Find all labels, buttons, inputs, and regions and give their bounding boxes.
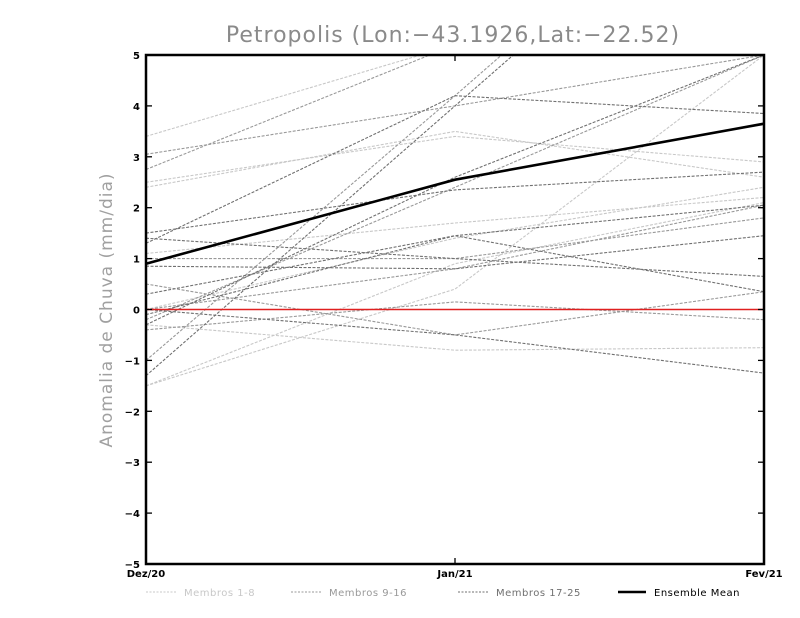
y-tick-label: −5: [125, 560, 140, 571]
legend-label: Membros 17-25: [496, 588, 581, 599]
member-line-12: [146, 283, 764, 336]
member-line-7: [146, 196, 764, 255]
y-tick-label: 2: [133, 204, 140, 215]
ensemble-mean-layer: [146, 122, 764, 265]
y-tick-label: 3: [133, 153, 140, 164]
member-line-23: [146, 204, 764, 316]
y-tick-label: −4: [125, 509, 140, 520]
member-line-21: [146, 308, 764, 374]
member-line-19: [146, 237, 764, 277]
chart-title: Petropolis (Lon:−43.1926,Lat:−22.52): [226, 23, 680, 48]
member-line-13: [146, 217, 764, 260]
legend: Membros 1-8 Membros 9-16 Membros 17-25 Ense…: [146, 588, 740, 599]
member-line-8: [146, 55, 764, 387]
member-line-24: [146, 55, 764, 326]
x-tick-label: Jan/21: [436, 569, 472, 580]
x-tick-label: Fev/21: [745, 569, 782, 580]
member-line-1: [146, 55, 423, 137]
x-tick-label: Dez/20: [127, 569, 166, 580]
legend-label: Membros 1-8: [184, 588, 255, 599]
y-tick-label: 0: [133, 306, 140, 317]
member-line-5: [146, 202, 764, 387]
member-line-25: [146, 55, 515, 377]
member-line-3: [146, 130, 764, 188]
member-line-22: [146, 235, 764, 295]
y-tick-label: 5: [133, 51, 140, 62]
member-line-15: [146, 301, 764, 331]
y-tick-label: 4: [133, 102, 140, 113]
legend-label: Ensemble Mean: [654, 588, 740, 599]
member-line-20: [146, 235, 764, 270]
series-layer: [146, 55, 764, 387]
axis-layer: −5 −4 −3 −2 −1 0 1 2 3 4 5 Dez/20 Jan/21 Fev/21: [125, 51, 783, 580]
member-line-11: [146, 55, 764, 321]
member-line-16: [146, 204, 764, 311]
y-tick-label: 1: [133, 255, 140, 266]
member-line-17: [146, 95, 764, 244]
member-line-2: [146, 135, 764, 183]
member-line-18: [146, 171, 764, 234]
y-tick-label: −1: [125, 356, 140, 367]
y-tick-label: −2: [125, 407, 140, 418]
y-tick-label: −3: [125, 458, 140, 469]
ensemble-mean-line: [146, 122, 764, 265]
member-line-6: [146, 324, 764, 351]
y-axis-label: Anomalia de Chuva (mm/dia): [97, 172, 117, 447]
legend-label: Membros 9-16: [329, 588, 407, 599]
